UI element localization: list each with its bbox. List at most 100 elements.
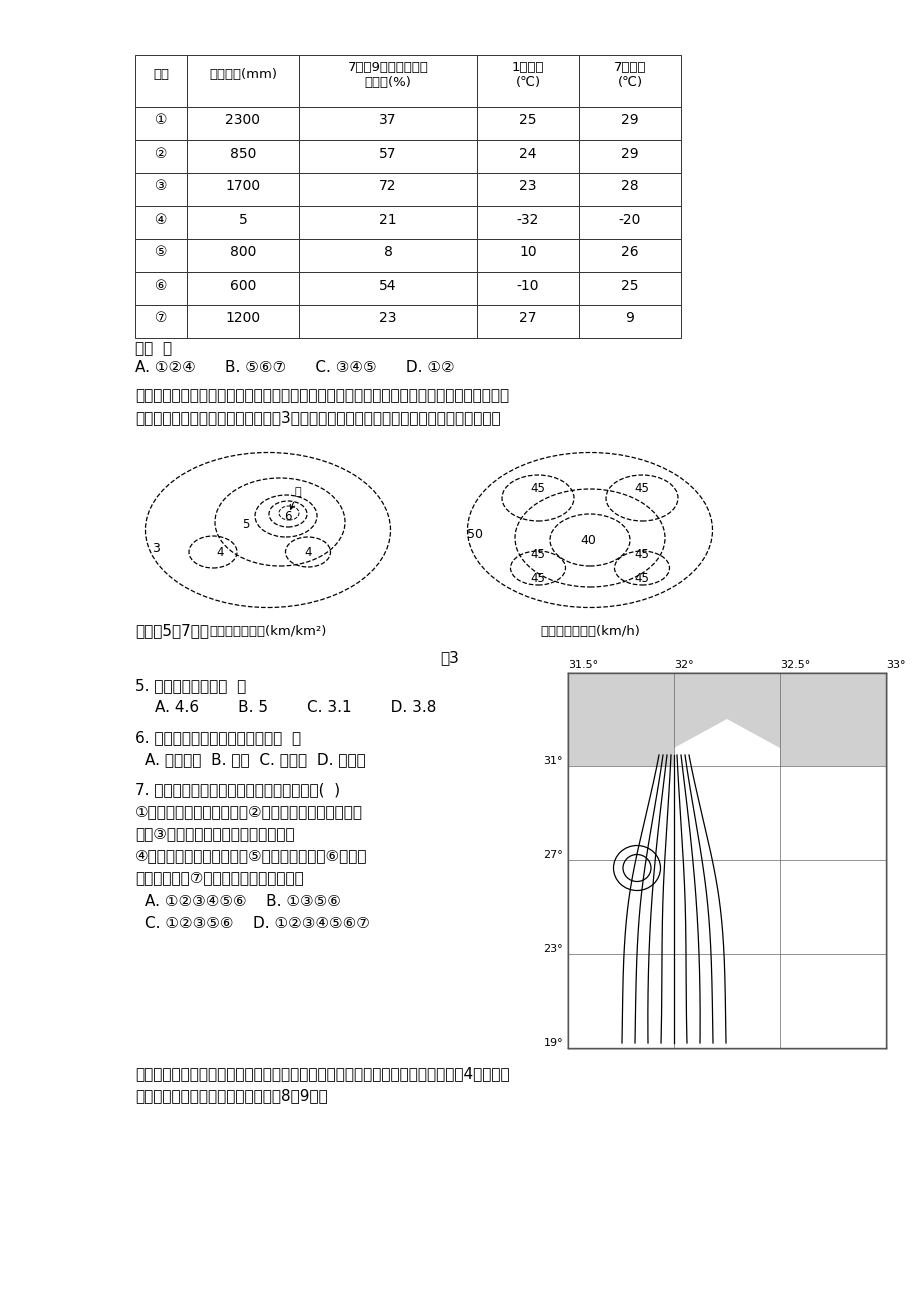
Bar xyxy=(578,272,680,305)
Bar xyxy=(578,305,680,339)
Bar xyxy=(476,55,578,107)
Text: 6. 甲处不可能出现的地理事物是（  ）: 6. 甲处不可能出现的地理事物是（ ） xyxy=(135,730,301,745)
Text: ①: ① xyxy=(154,113,167,128)
Text: A. 十字路口  B. 绿地  C. 卫星城  D. 商业区: A. 十字路口 B. 绿地 C. 卫星城 D. 商业区 xyxy=(145,753,366,767)
Bar xyxy=(299,240,476,272)
Text: 23: 23 xyxy=(518,180,536,194)
Text: 4: 4 xyxy=(304,546,312,559)
Text: 32°: 32° xyxy=(674,660,693,671)
Text: 降水总量(mm): 降水总量(mm) xyxy=(209,69,277,82)
Text: 类型: 类型 xyxy=(153,69,169,82)
Text: A. ①②④      B. ⑤⑥⑦      C. ③④⑤      D. ①②: A. ①②④ B. ⑤⑥⑦ C. ③④⑤ D. ①② xyxy=(135,359,454,375)
Text: 72: 72 xyxy=(379,180,396,194)
Text: ①合理规划城市道路网络；②兴建卫星城，分散城市职: ①合理规划城市道路网络；②兴建卫星城，分散城市职 xyxy=(135,805,363,819)
Bar xyxy=(578,141,680,173)
Text: 25: 25 xyxy=(620,279,638,293)
Text: 某地区各种汽车的平均行车速度。图3是某特大城市道路密度和平均车行速度等值线图，读: 某地区各种汽车的平均行车速度。图3是某特大城市道路密度和平均车行速度等值线图，读 xyxy=(135,410,500,424)
Bar xyxy=(299,206,476,240)
Text: 24: 24 xyxy=(518,147,536,160)
Text: A. 4.6        B. 5        C. 3.1        D. 3.8: A. 4.6 B. 5 C. 3.1 D. 3.8 xyxy=(154,700,436,715)
Bar xyxy=(187,173,299,206)
Text: 9: 9 xyxy=(625,311,634,326)
Text: -20: -20 xyxy=(618,212,641,227)
Text: 1月均温
(℃): 1月均温 (℃) xyxy=(511,61,544,89)
Text: 8: 8 xyxy=(383,246,392,259)
Text: 2300: 2300 xyxy=(225,113,260,128)
Bar xyxy=(187,55,299,107)
Text: ④: ④ xyxy=(154,212,167,227)
Text: 50: 50 xyxy=(467,529,482,542)
Bar xyxy=(578,240,680,272)
Text: 32.5°: 32.5° xyxy=(779,660,810,671)
Text: ⑦: ⑦ xyxy=(154,311,167,326)
Text: ④禁止外地机动车辆入城；⑤发展立体交通；⑥实行单: ④禁止外地机动车辆入城；⑤发展立体交通；⑥实行单 xyxy=(135,848,367,863)
Text: 等车行速度线图(km/h): 等车行速度线图(km/h) xyxy=(539,625,640,638)
Text: 57: 57 xyxy=(379,147,396,160)
Bar xyxy=(187,141,299,173)
Text: 10: 10 xyxy=(518,246,536,259)
Text: 0.1: 0.1 xyxy=(678,999,696,1008)
Text: 7. 提高大城市中心区行车速度的有效方法是(  ): 7. 提高大城市中心区行车速度的有效方法是( ) xyxy=(135,783,340,797)
Text: 7月均温
(℃): 7月均温 (℃) xyxy=(613,61,645,89)
Text: 图完成5～7题。: 图完成5～7题。 xyxy=(135,622,209,638)
Text: -10: -10 xyxy=(516,279,539,293)
Text: 33°: 33° xyxy=(885,660,904,671)
Text: ⑥: ⑥ xyxy=(154,279,167,293)
Text: 28: 28 xyxy=(620,180,638,194)
Bar xyxy=(135,55,187,107)
Text: ⑤: ⑤ xyxy=(154,246,167,259)
Text: 45: 45 xyxy=(530,572,545,585)
Text: 45: 45 xyxy=(634,548,649,561)
Bar xyxy=(578,107,680,141)
Text: 54: 54 xyxy=(379,279,396,293)
Bar xyxy=(135,173,187,206)
Bar xyxy=(476,141,578,173)
Text: 0.2: 0.2 xyxy=(710,999,728,1008)
Text: 37: 37 xyxy=(379,113,396,128)
Bar xyxy=(299,107,476,141)
Text: 45: 45 xyxy=(530,548,545,561)
Bar xyxy=(135,107,187,141)
Bar xyxy=(578,55,680,107)
Text: 19°: 19° xyxy=(543,1038,562,1048)
Text: 25: 25 xyxy=(518,113,536,128)
Polygon shape xyxy=(567,719,885,1048)
Bar xyxy=(299,173,476,206)
Text: 3: 3 xyxy=(152,542,160,555)
Text: 45: 45 xyxy=(530,482,545,495)
Text: 26: 26 xyxy=(620,246,638,259)
Bar xyxy=(299,141,476,173)
Text: 23°: 23° xyxy=(543,944,562,954)
Text: 5: 5 xyxy=(238,212,247,227)
Text: ✦: ✦ xyxy=(809,711,822,725)
Text: 45: 45 xyxy=(634,572,649,585)
Text: 27°: 27° xyxy=(542,850,562,861)
Text: 道路密度指的是在一定区域内，道路网的总里程与该区域面积的比值。平均车行速度是指: 道路密度指的是在一定区域内，道路网的总里程与该区域面积的比值。平均车行速度是指 xyxy=(135,388,508,404)
Text: 31.5°: 31.5° xyxy=(567,660,597,671)
Text: 23: 23 xyxy=(379,311,396,326)
Bar xyxy=(578,206,680,240)
Text: 农作物分布密度等值线图，读图完成8～9题。: 农作物分布密度等值线图，读图完成8～9题。 xyxy=(135,1088,327,1103)
Text: C. ①②③⑤⑥    D. ①②③④⑤⑥⑦: C. ①②③⑤⑥ D. ①②③④⑤⑥⑦ xyxy=(145,917,369,931)
Text: 5: 5 xyxy=(242,518,249,531)
Text: 850: 850 xyxy=(230,147,255,160)
Text: 等道路密度线图(km/km²): 等道路密度线图(km/km²) xyxy=(210,625,326,638)
Bar xyxy=(135,141,187,173)
Text: ③: ③ xyxy=(154,180,167,194)
Bar xyxy=(476,173,578,206)
Text: 分布密度是指某种地理事物在某区域内的分布面积占该区域总面积的比例。图4是某区域: 分布密度是指某种地理事物在某区域内的分布面积占该区域总面积的比例。图4是某区域 xyxy=(135,1066,509,1081)
Text: 800: 800 xyxy=(230,246,255,259)
Text: 是（  ）: 是（ ） xyxy=(135,341,172,355)
Text: 4: 4 xyxy=(216,546,223,559)
Bar xyxy=(187,272,299,305)
Text: 甲: 甲 xyxy=(290,487,301,509)
Bar xyxy=(187,240,299,272)
Text: 1700: 1700 xyxy=(225,180,260,194)
Text: 能；③积极发展公用交通和轨道交通；: 能；③积极发展公用交通和轨道交通； xyxy=(135,825,294,841)
Text: 600: 600 xyxy=(230,279,255,293)
Bar xyxy=(476,240,578,272)
Bar xyxy=(476,305,578,339)
Text: 0.5: 0.5 xyxy=(739,779,757,792)
Bar xyxy=(187,107,299,141)
Bar xyxy=(299,55,476,107)
